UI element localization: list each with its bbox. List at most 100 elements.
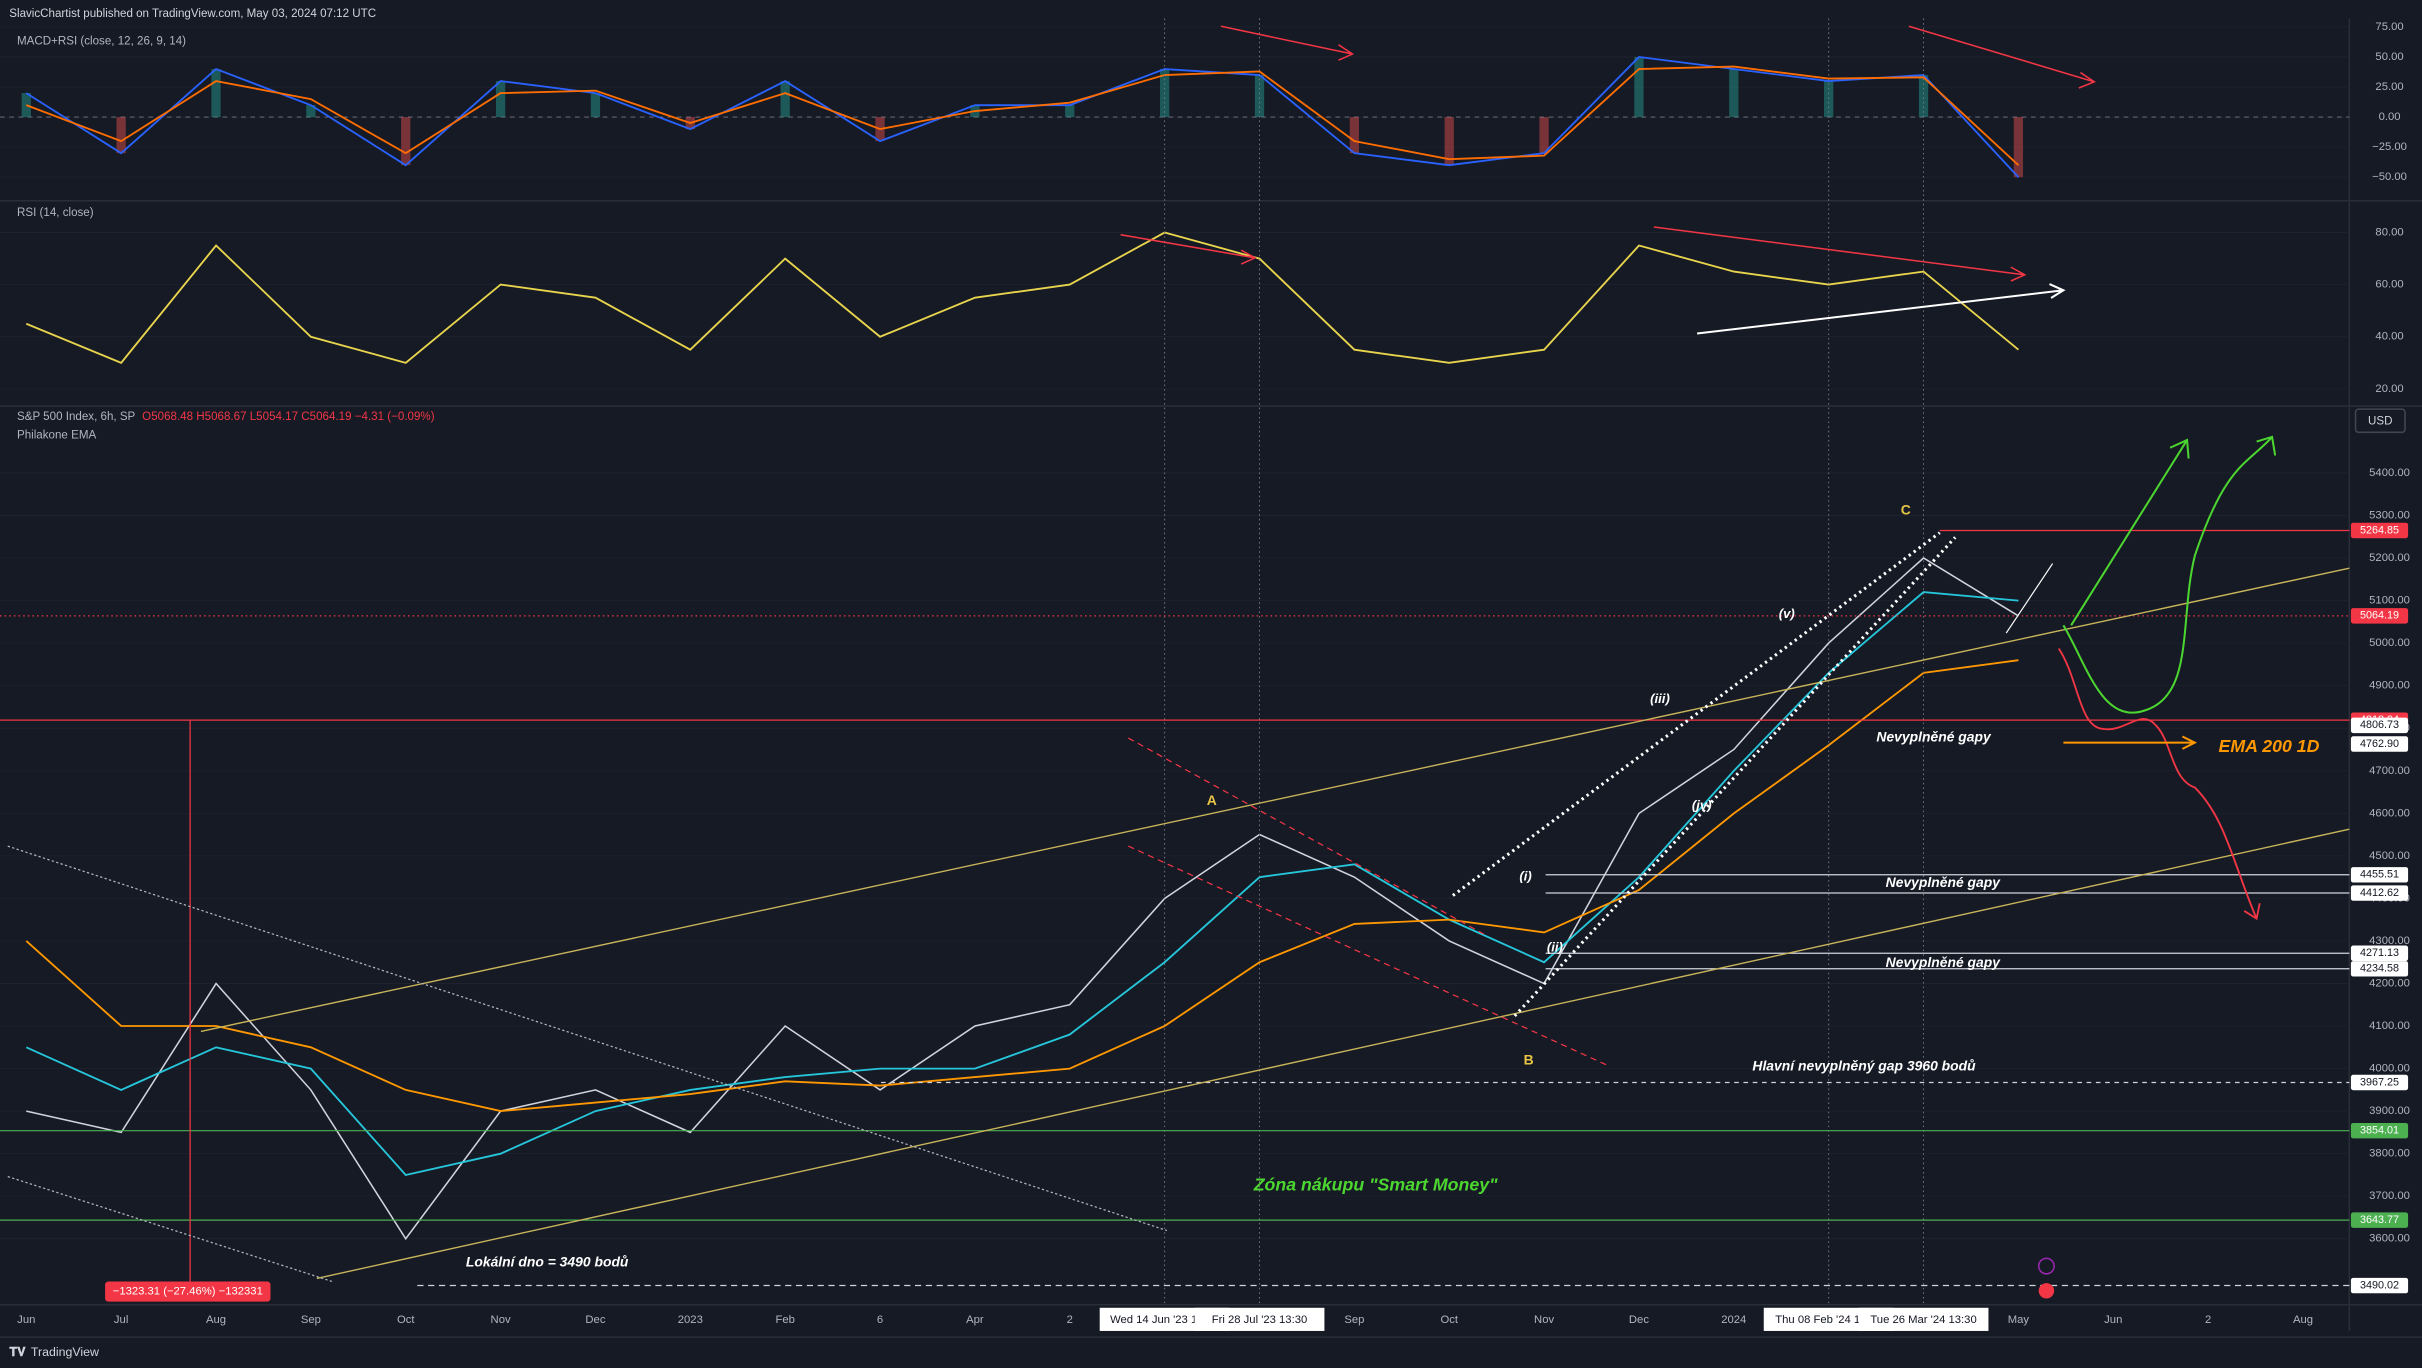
x-tick-label: Sep bbox=[301, 1314, 321, 1326]
level-label: 3854.01 bbox=[2360, 1125, 2399, 1137]
ema-arrow bbox=[2063, 735, 2198, 750]
y-tick-label: 40.00 bbox=[2375, 331, 2403, 343]
histogram-bar bbox=[1824, 81, 1834, 118]
y-tick-label: 3700.00 bbox=[2369, 1190, 2410, 1202]
support-arrow bbox=[1696, 283, 2066, 335]
histogram-bar bbox=[1065, 105, 1075, 118]
histogram-bar bbox=[1918, 75, 1929, 118]
level-label: 4271.13 bbox=[2360, 947, 2399, 959]
x-tick-label: May bbox=[2008, 1314, 2030, 1326]
x-tick-label: Oct bbox=[397, 1314, 415, 1326]
histogram-bar bbox=[495, 81, 506, 118]
x-tick-label: Jul bbox=[114, 1314, 128, 1326]
measure-label: −1323.31 (−27.46%) −132331 bbox=[113, 1286, 263, 1298]
annotation: A bbox=[1207, 792, 1217, 808]
x-tick-label: Jun bbox=[17, 1314, 35, 1326]
level-label: 5064.19 bbox=[2360, 610, 2399, 622]
indicator-line bbox=[25, 231, 2020, 364]
x-tick-label: Wed 14 Jun '23 13:30 bbox=[1110, 1314, 1219, 1326]
divergence-arrow bbox=[1653, 226, 2027, 282]
time-highlight bbox=[1194, 1307, 1325, 1331]
y-tick-label: 4200.00 bbox=[2369, 977, 2410, 989]
brand-logo: 𝐓𝐕 bbox=[9, 1345, 26, 1359]
scenario-arrow bbox=[2057, 647, 2261, 921]
event-icon[interactable] bbox=[2038, 1283, 2055, 1299]
annotation: Hlavní nevyplněný gap 3960 bodů bbox=[1752, 1058, 1976, 1074]
level-label: 4806.73 bbox=[2360, 719, 2399, 731]
annotation: (v) bbox=[1779, 606, 1795, 621]
y-tick-label: 5100.00 bbox=[2369, 595, 2410, 607]
y-tick-label: 4900.00 bbox=[2369, 680, 2410, 692]
level-label: 4234.58 bbox=[2360, 963, 2399, 975]
x-tick-label: Aug bbox=[206, 1314, 226, 1326]
y-tick-label: 5200.00 bbox=[2369, 552, 2410, 564]
pane-title: RSI (14, close) bbox=[17, 207, 94, 219]
x-tick-label: Thu 08 Feb '24 13:30 bbox=[1775, 1314, 1882, 1326]
level-label: 4762.90 bbox=[2360, 738, 2399, 750]
indicator-title: Philakone EMA bbox=[17, 429, 96, 441]
annotation: B bbox=[1524, 1051, 1534, 1067]
x-tick-label: 2 bbox=[2205, 1314, 2211, 1326]
divergence-arrow bbox=[1220, 25, 1355, 61]
histogram-bar bbox=[1539, 117, 1549, 154]
y-tick-label: 50.00 bbox=[2375, 51, 2403, 63]
y-tick-label: 60.00 bbox=[2375, 279, 2403, 291]
level-box bbox=[2350, 945, 2409, 961]
scenario-arrow bbox=[2070, 438, 2190, 626]
level-label: 4455.51 bbox=[2360, 869, 2399, 881]
x-tick-label: 6 bbox=[877, 1314, 883, 1326]
level-box bbox=[2350, 736, 2409, 752]
brand: TradingView bbox=[31, 1345, 99, 1359]
level-box bbox=[2350, 1074, 2409, 1091]
x-tick-label: Fri 28 Jul '23 13:30 bbox=[1212, 1314, 1308, 1326]
level-label: 5264.85 bbox=[2360, 524, 2399, 536]
x-tick-label: Jun bbox=[2104, 1314, 2122, 1326]
y-tick-label: 25.00 bbox=[2375, 81, 2403, 93]
level-box bbox=[2350, 717, 2409, 734]
wave-channel bbox=[1451, 531, 1941, 897]
level-box bbox=[2350, 885, 2409, 901]
level-box bbox=[2350, 1212, 2409, 1228]
level-box bbox=[2350, 522, 2409, 539]
level-box bbox=[2350, 608, 2409, 624]
y-tick-label: 3900.00 bbox=[2369, 1105, 2410, 1117]
annotation: Lokální dno = 3490 bodů bbox=[466, 1254, 629, 1270]
histogram-bar bbox=[211, 69, 221, 118]
scenario-arrow bbox=[2062, 435, 2277, 714]
histogram-bar bbox=[306, 105, 316, 118]
y-tick-label: 5300.00 bbox=[2369, 510, 2410, 522]
ema-line bbox=[25, 659, 2019, 1113]
level-box bbox=[2350, 867, 2409, 883]
channel-line bbox=[1128, 845, 1608, 1066]
level-label: 3490.02 bbox=[2360, 1279, 2399, 1291]
ohlc: O5068.48 H5068.67 L5054.17 C5064.19 −4.3… bbox=[142, 411, 435, 423]
histogram-bar bbox=[116, 117, 126, 154]
measure-box bbox=[105, 1281, 271, 1302]
x-tick-label: 2024 bbox=[1721, 1314, 1746, 1326]
x-tick-label: Dec bbox=[585, 1314, 605, 1326]
event-icon[interactable] bbox=[2037, 1257, 2055, 1275]
level-box bbox=[2350, 1277, 2409, 1294]
y-tick-label: 3800.00 bbox=[2369, 1148, 2410, 1160]
histogram-bar bbox=[1254, 75, 1265, 118]
annotation: Nevyplněné gapy bbox=[1876, 729, 1992, 745]
trend-line bbox=[200, 567, 2350, 1033]
y-tick-label: 0.00 bbox=[2379, 111, 2401, 123]
annotation: Zóna nákupu "Smart Money" bbox=[1253, 1174, 1498, 1194]
drawings bbox=[7, 25, 2350, 1299]
level-box bbox=[2350, 1122, 2409, 1139]
ema-line bbox=[25, 591, 2019, 1177]
y-tick-label: 4300.00 bbox=[2369, 935, 2410, 947]
symbol: S&P 500 Index, 6h, SP bbox=[17, 411, 136, 423]
level-label: 3967.25 bbox=[2360, 1076, 2399, 1088]
annotation: Nevyplněné gapy bbox=[1886, 874, 2002, 890]
currency[interactable]: USD bbox=[2368, 416, 2392, 428]
y-tick-label: 20.00 bbox=[2375, 383, 2403, 395]
price-line bbox=[26, 557, 2019, 1241]
currency-box[interactable] bbox=[2354, 408, 2406, 434]
x-tick-label: Feb bbox=[775, 1314, 794, 1326]
y-tick-label: −25.00 bbox=[2372, 141, 2407, 153]
divergence-arrow bbox=[1120, 233, 1257, 265]
x-tick-label: 2023 bbox=[678, 1314, 703, 1326]
